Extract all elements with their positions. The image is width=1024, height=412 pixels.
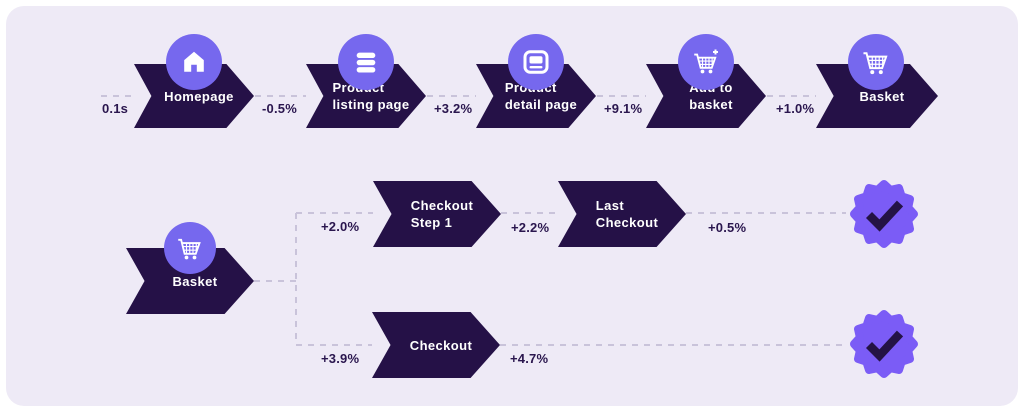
connector-dashed-line xyxy=(254,280,296,282)
step-label-line: detail page xyxy=(504,97,578,112)
connector-dashed-line xyxy=(295,213,297,345)
cart-plus-icon xyxy=(678,34,734,90)
connector-dashed-line xyxy=(427,95,476,97)
delta-label-detail: +3.2% xyxy=(434,101,473,116)
cart-icon xyxy=(164,222,216,274)
funnel-step-checkout: Checkout xyxy=(372,312,500,378)
success-badge xyxy=(850,180,918,248)
check-icon xyxy=(865,200,904,232)
step-label-line: Basket xyxy=(172,273,218,289)
delta-label-checkout-step-1: +2.0% xyxy=(321,219,360,234)
step-label-line: Homepage xyxy=(164,88,234,104)
connector-dashed-line xyxy=(101,95,134,97)
step-label-line: Last xyxy=(595,198,625,213)
list-icon xyxy=(338,34,394,90)
connector-dashed-line xyxy=(501,212,558,214)
browser-icon xyxy=(508,34,564,90)
step-label-line: Checkout xyxy=(595,215,659,230)
step-label-line: Checkout xyxy=(410,198,474,213)
step-label-line: Basket xyxy=(859,88,905,104)
connector-dashed-line xyxy=(686,212,846,214)
step-label-line: Checkout xyxy=(409,337,473,353)
start-time-label: 0.1s xyxy=(102,101,129,116)
delta-label-basket: +1.0% xyxy=(776,101,815,116)
funnel-step-add-to-basket: Add to basket xyxy=(646,64,766,128)
step-label-line: Step 1 xyxy=(410,215,453,230)
connector-dashed-line xyxy=(597,95,646,97)
step-label-line: basket xyxy=(689,97,733,112)
funnel-diagram-card: 0.1s -0.5% +3.2% +9.1% +1.0% Homepage Pr… xyxy=(6,6,1018,406)
delta-label-add-to-basket: +9.1% xyxy=(604,101,643,116)
delta-label-top-success: +0.5% xyxy=(708,220,747,235)
connector-dashed-line xyxy=(296,212,373,214)
delta-label-checkout: +3.9% xyxy=(321,351,360,366)
funnel-step-checkout-step-1: Checkout Step 1 xyxy=(373,181,501,247)
funnel-step-last-checkout: Last Checkout xyxy=(558,181,686,247)
cart-icon xyxy=(848,34,904,90)
delta-label-bottom-success: +4.7% xyxy=(510,351,549,366)
delta-label-listing: -0.5% xyxy=(262,101,297,116)
check-icon xyxy=(865,330,904,362)
connector-dashed-line xyxy=(500,344,846,346)
delta-label-last-checkout: +2.2% xyxy=(511,220,550,235)
connector-dashed-line xyxy=(767,95,816,97)
step-label-line: listing page xyxy=(332,97,410,112)
home-icon xyxy=(166,34,222,90)
connector-dashed-line xyxy=(255,95,306,97)
success-badge xyxy=(850,310,918,378)
connector-dashed-line xyxy=(296,344,372,346)
